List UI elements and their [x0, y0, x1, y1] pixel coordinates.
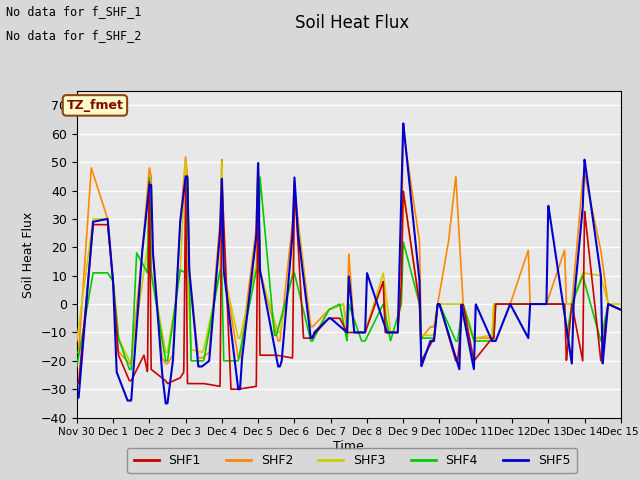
- Text: Soil Heat Flux: Soil Heat Flux: [295, 14, 409, 33]
- Text: No data for f_SHF_1: No data for f_SHF_1: [6, 5, 142, 18]
- Legend: SHF1, SHF2, SHF3, SHF4, SHF5: SHF1, SHF2, SHF3, SHF4, SHF5: [127, 448, 577, 473]
- Text: No data for f_SHF_2: No data for f_SHF_2: [6, 29, 142, 42]
- X-axis label: Time: Time: [333, 440, 364, 453]
- Text: TZ_fmet: TZ_fmet: [67, 99, 124, 112]
- Y-axis label: Soil Heat Flux: Soil Heat Flux: [22, 211, 35, 298]
